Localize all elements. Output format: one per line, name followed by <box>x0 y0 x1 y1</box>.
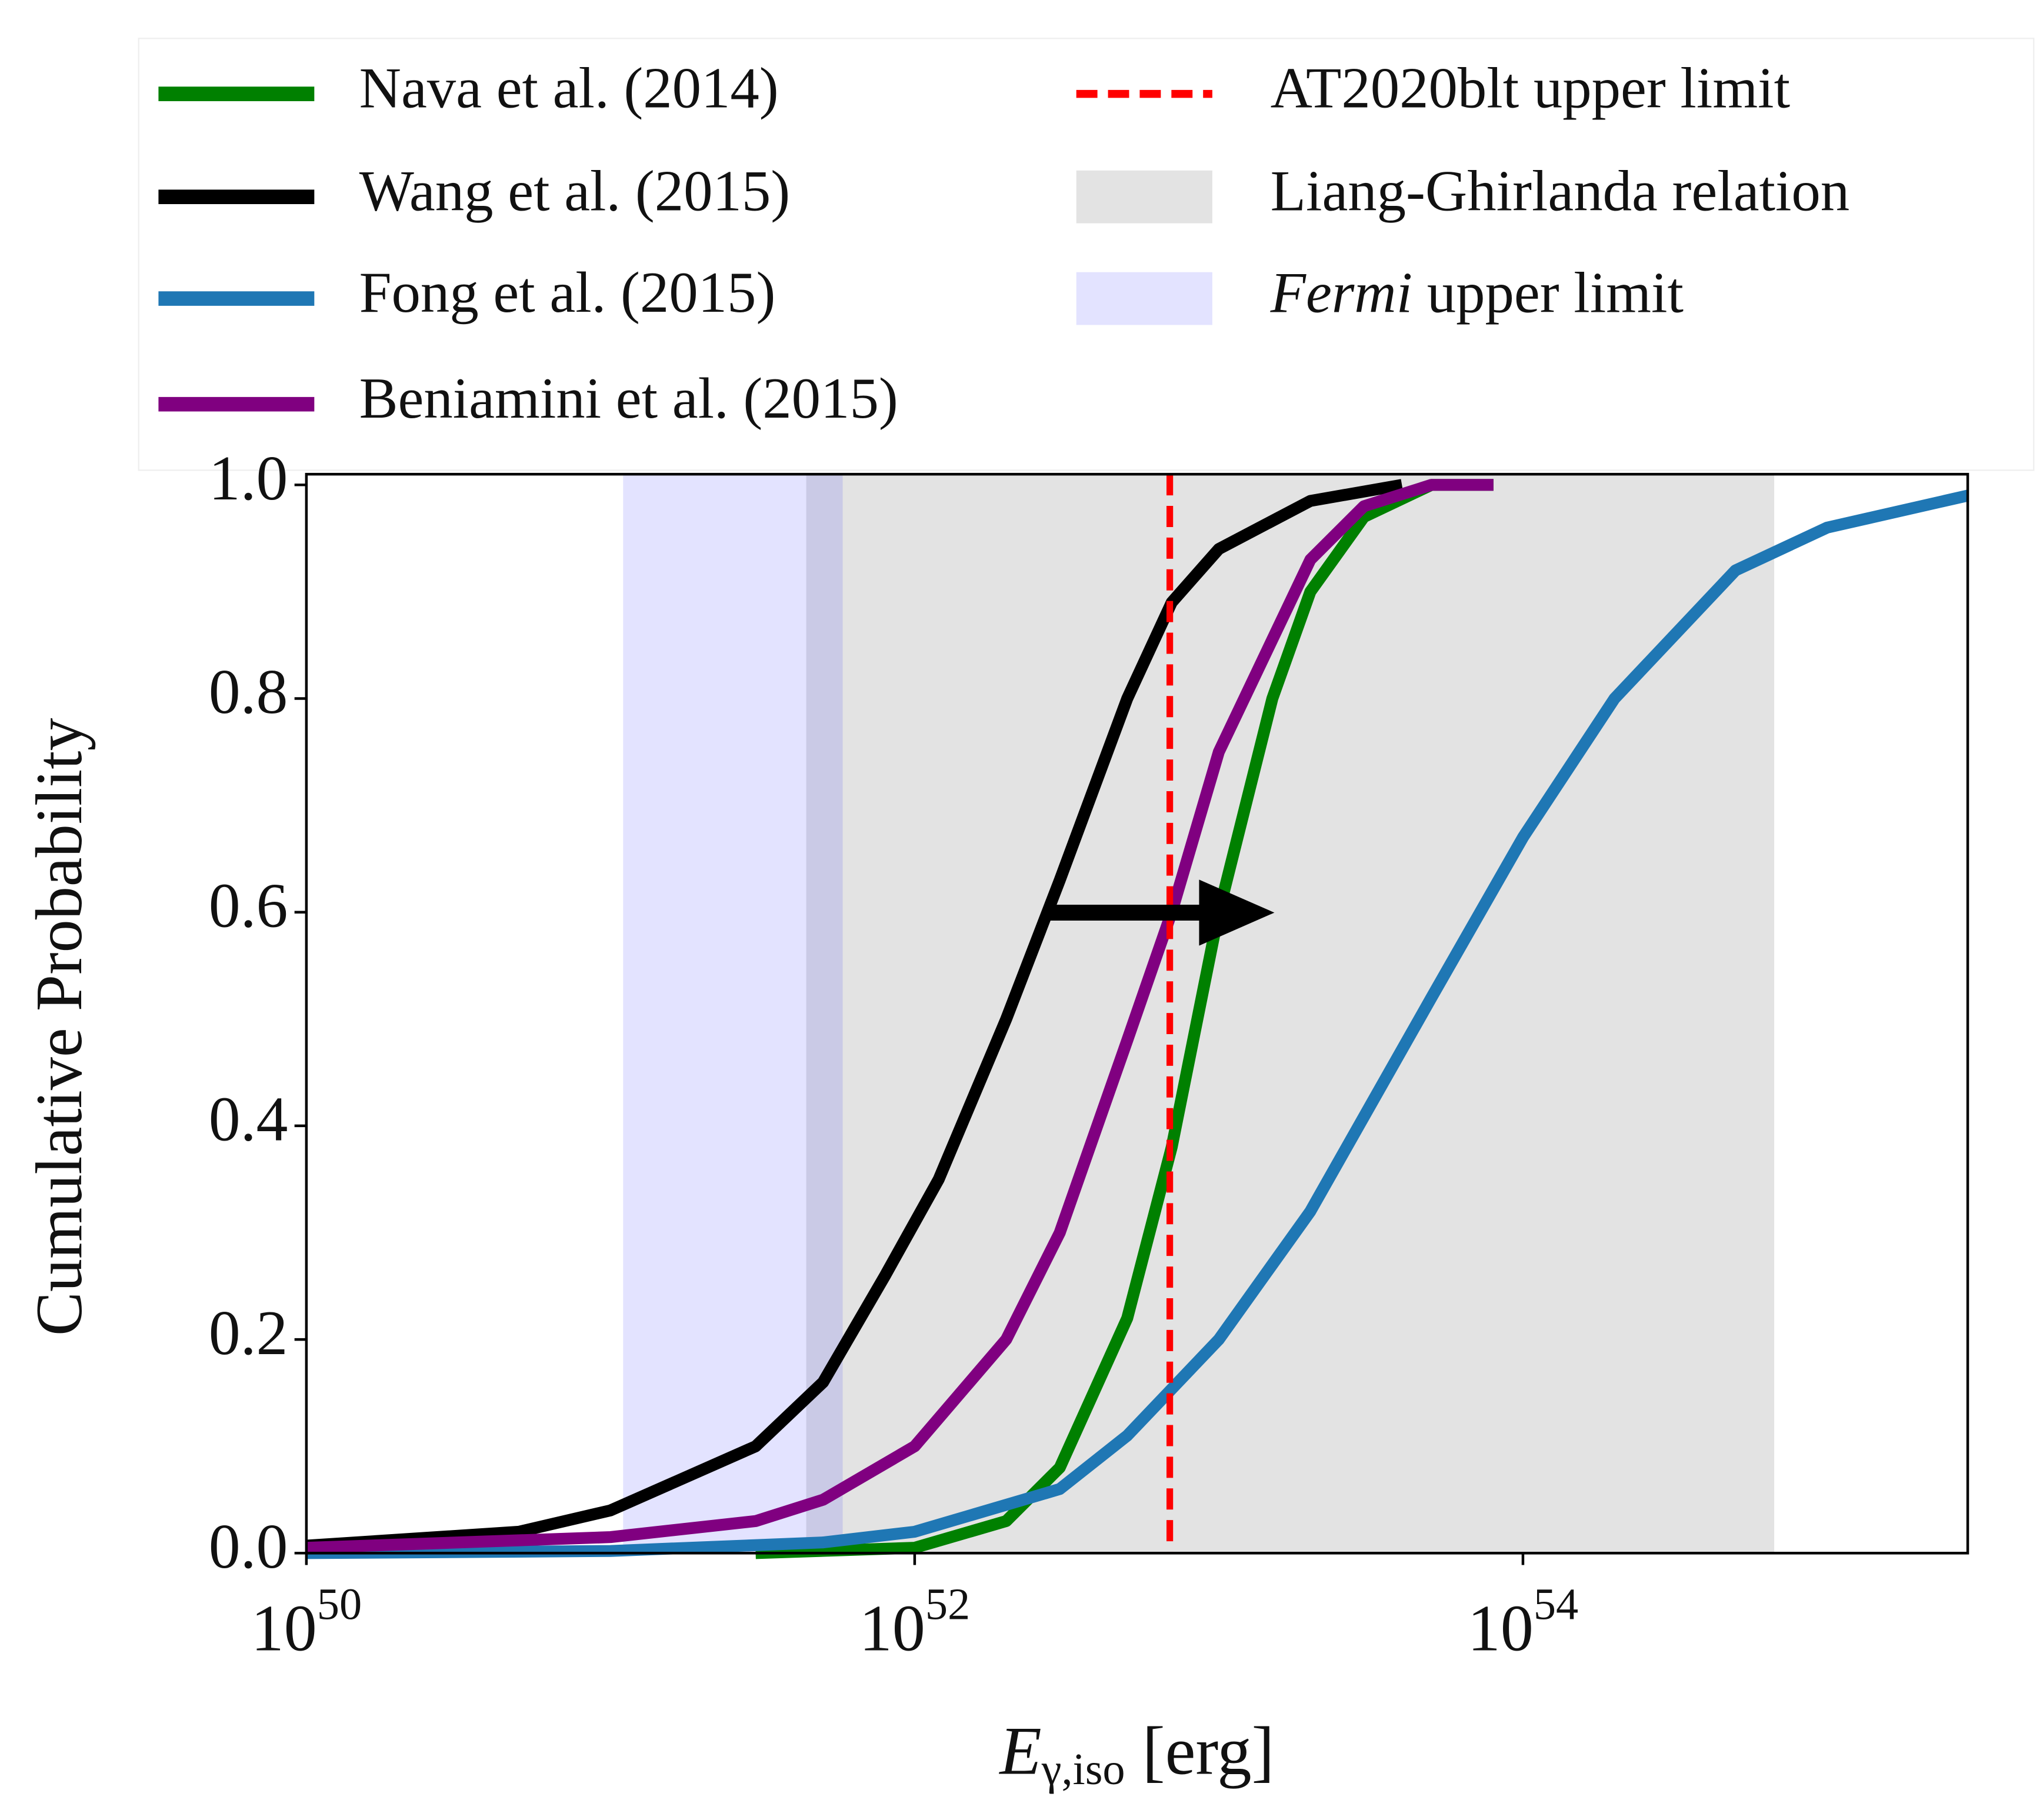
series-line <box>306 479 1494 1554</box>
legend-label: Beniamini et al. (2015) <box>359 366 898 431</box>
y-tick-label: 0.0 <box>209 1512 288 1582</box>
y-axis-label: Cumulative Probability <box>23 718 96 1336</box>
legend-label: AT2020blt upper limit <box>1271 56 1790 120</box>
legend-swatch <box>1076 170 1212 224</box>
series-line <box>306 489 1969 1559</box>
y-tick-label: 0.6 <box>209 871 288 941</box>
series-line <box>755 479 1494 1559</box>
arrow-head <box>1199 879 1275 946</box>
series-line <box>306 479 1403 1552</box>
x-axis-label: Eγ,iso [erg] <box>998 1713 1274 1794</box>
shaded-span <box>623 474 843 1554</box>
y-tick-label: 1.0 <box>209 444 288 514</box>
y-tick-label: 0.2 <box>209 1298 288 1368</box>
legend-swatch <box>1076 272 1212 325</box>
y-tick-label: 0.8 <box>209 657 288 727</box>
axes-frame <box>305 472 1969 1555</box>
x-tick-label: 1052 <box>859 1579 971 1665</box>
x-tick-label: 1054 <box>1468 1579 1579 1665</box>
legend-box <box>138 38 2035 471</box>
legend-label: Liang-Ghirlanda relation <box>1271 159 1850 223</box>
x-tick-label: 1050 <box>251 1579 362 1665</box>
legend-label: Fong et al. (2015) <box>359 261 776 325</box>
plot-area <box>306 474 1969 1559</box>
y-tick-label: 0.4 <box>209 1085 288 1155</box>
legend-label: Wang et al. (2015) <box>359 159 791 223</box>
legend-label: Fermi upper limit <box>1270 261 1684 325</box>
arrow-annotation <box>1046 879 1275 946</box>
legend-label: Nava et al. (2014) <box>359 56 779 120</box>
